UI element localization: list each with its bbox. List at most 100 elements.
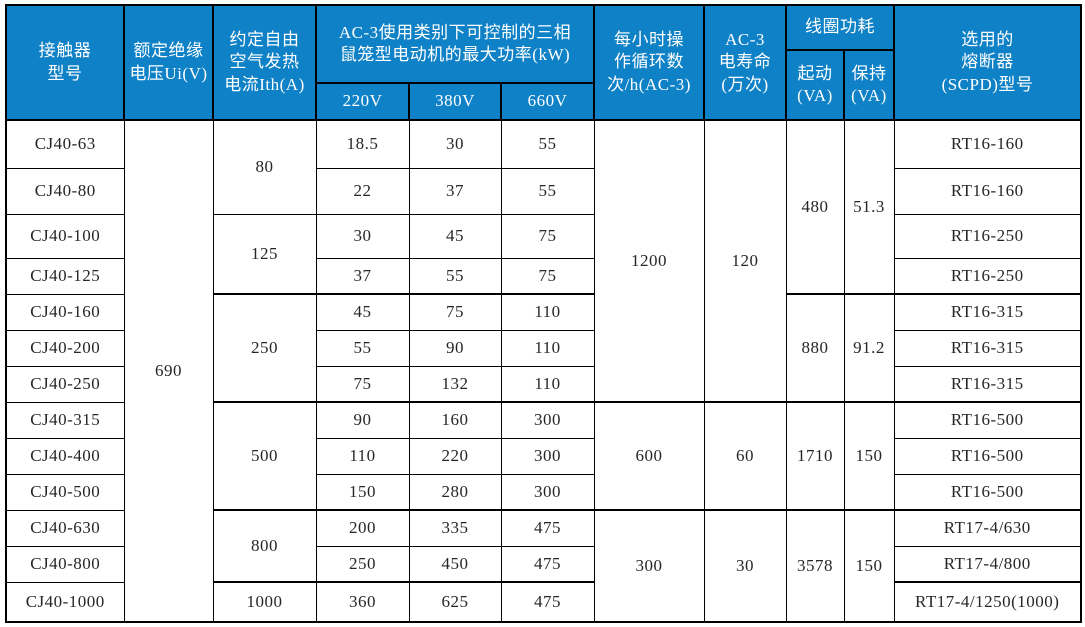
cell-model: CJ40-500: [5, 473, 125, 511]
cell-power-660: 300: [500, 473, 595, 511]
cell-fuse: RT16-250: [893, 213, 1082, 259]
cell-power-660: 110: [500, 365, 595, 403]
table-row: CJ40-250 75 132 110 RT16-315: [5, 365, 1082, 403]
header-voltage-380: 380V: [408, 82, 502, 121]
cell-fuse: RT16-500: [893, 473, 1082, 511]
cell-ith-group: 500: [212, 401, 317, 511]
cell-fuse: RT16-160: [893, 119, 1082, 169]
cell-fuse: RT16-315: [893, 329, 1082, 367]
table-row: CJ40-63 690 80 18.5 30 55 1200 120 480 5…: [5, 119, 1082, 623]
cell-power-660: 475: [500, 545, 595, 583]
cell-ith-group: 1000: [212, 581, 317, 623]
cell-power-660: 300: [500, 437, 595, 475]
cell-power-380: 30: [408, 119, 502, 169]
cell-ith-group: 800: [212, 509, 317, 583]
cell-power-380: 450: [408, 545, 502, 583]
cell-coil-hold-group: 150: [843, 509, 895, 623]
cell-fuse: RT16-160: [893, 167, 1082, 215]
header-contactor-model: 接触器 型号: [5, 4, 125, 121]
cell-cycles-group: 300: [593, 509, 705, 623]
cell-power-220: 250: [315, 545, 410, 583]
table-row: CJ40-160 250 45 75 110 880 91.2 RT16-315: [5, 293, 1082, 403]
cell-power-220: 22: [315, 167, 410, 215]
cell-cycles-group: 600: [593, 401, 705, 511]
cell-fuse: RT16-315: [893, 293, 1082, 331]
cell-ith-group: 250: [212, 293, 317, 403]
cell-fuse: RT16-250: [893, 257, 1082, 295]
cell-power-660: 55: [500, 167, 595, 215]
cell-life-group: 60: [703, 401, 787, 511]
cell-power-380: 132: [408, 365, 502, 403]
cell-coil-start-group: 3578: [785, 509, 845, 623]
header-ac3-max-power: AC-3使用类别下可控制的三相 鼠笼型电动机的最大功率(kW): [315, 4, 595, 84]
cell-coil-hold-group: 51.3: [843, 119, 895, 295]
cell-coil-hold-group: 91.2: [843, 293, 895, 403]
cell-power-660: 300: [500, 401, 595, 439]
cell-power-380: 220: [408, 437, 502, 475]
cell-power-220: 150: [315, 473, 410, 511]
cell-model: CJ40-315: [5, 401, 125, 439]
cell-life-group: 120: [703, 119, 787, 403]
cell-fuse: RT16-500: [893, 401, 1082, 439]
table-row: CJ40-1000 1000 360 625 475 RT17-4/1250(1…: [5, 581, 1082, 623]
header-rated-insulation-voltage: 额定绝缘 电压Ui(V): [123, 4, 214, 121]
cell-ith-group: 80: [212, 119, 317, 215]
cell-coil-start-group: 1710: [785, 401, 845, 511]
cell-power-380: 160: [408, 401, 502, 439]
cell-model: CJ40-100: [5, 213, 125, 259]
cell-life-group: 30: [703, 509, 787, 623]
cell-model: CJ40-250: [5, 365, 125, 403]
cell-model: CJ40-63: [5, 119, 125, 169]
header-coil-hold: 保持 (VA): [843, 49, 895, 121]
cell-fuse: RT16-500: [893, 437, 1082, 475]
header-coil-start: 起动 (VA): [785, 49, 845, 121]
header-voltage-220: 220V: [315, 82, 410, 121]
cell-coil-hold-group: 150: [843, 401, 895, 511]
cell-model: CJ40-160: [5, 293, 125, 331]
cell-fuse: RT17-4/1250(1000): [893, 581, 1082, 623]
cell-power-660: 110: [500, 329, 595, 367]
cell-power-380: 335: [408, 509, 502, 547]
header-coil-power: 线圈功耗: [785, 4, 895, 51]
cell-power-220: 30: [315, 213, 410, 259]
cell-model: CJ40-630: [5, 509, 125, 547]
cell-power-220: 55: [315, 329, 410, 367]
cell-power-220: 37: [315, 257, 410, 295]
cell-power-220: 45: [315, 293, 410, 331]
cell-fuse: RT16-315: [893, 365, 1082, 403]
cell-power-380: 625: [408, 581, 502, 623]
cell-coil-start-group: 480: [785, 119, 845, 295]
cell-power-220: 18.5: [315, 119, 410, 169]
table-row: CJ40-500 150 280 300 RT16-500: [5, 473, 1082, 511]
cell-model: CJ40-80: [5, 167, 125, 215]
table-row: CJ40-800 250 450 475 RT17-4/800: [5, 545, 1082, 583]
table-row: CJ40-80 22 37 55 RT16-160: [5, 167, 1082, 215]
table-row: CJ40-315 500 90 160 300 600 60 1710 150 …: [5, 401, 1082, 511]
header-electrical-life: AC-3 电寿命 (万次): [703, 4, 787, 121]
cell-power-380: 45: [408, 213, 502, 259]
cell-power-660: 55: [500, 119, 595, 169]
cell-power-220: 360: [315, 581, 410, 623]
cell-power-660: 75: [500, 257, 595, 295]
cell-model: CJ40-200: [5, 329, 125, 367]
cell-power-380: 37: [408, 167, 502, 215]
cell-power-380: 75: [408, 293, 502, 331]
cell-power-660: 475: [500, 581, 595, 623]
cell-power-660: 110: [500, 293, 595, 331]
header-cycles-per-hour: 每小时操 作循环数 次/h(AC-3): [593, 4, 705, 121]
cell-fuse: RT17-4/630: [893, 509, 1082, 547]
cell-coil-start-group: 880: [785, 293, 845, 403]
table-body: CJ40-63 690 80 18.5 30 55 1200 120 480 5…: [5, 119, 1082, 623]
cell-model: CJ40-1000: [5, 581, 125, 623]
cell-power-220: 200: [315, 509, 410, 547]
cell-power-380: 90: [408, 329, 502, 367]
cell-power-660: 475: [500, 509, 595, 547]
header-fuse-model: 选用的 熔断器 (SCPD)型号: [893, 4, 1082, 121]
cell-power-380: 280: [408, 473, 502, 511]
table-row: CJ40-630 800 200 335 475 300 30 3578 150…: [5, 509, 1082, 623]
cell-fuse: RT17-4/800: [893, 545, 1082, 583]
header-voltage-660: 660V: [500, 82, 595, 121]
table-row: CJ40-200 55 90 110 RT16-315: [5, 329, 1082, 367]
cell-power-660: 75: [500, 213, 595, 259]
